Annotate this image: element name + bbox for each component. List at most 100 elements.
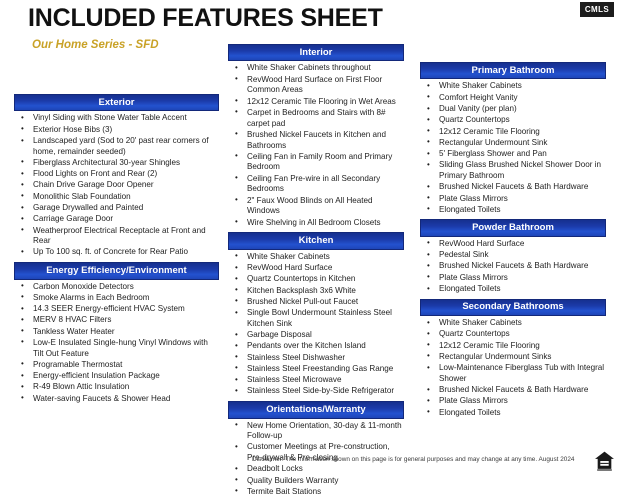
section-header-exterior: Exterior: [14, 94, 219, 112]
feature-item: Smoke Alarms in Each Bedroom: [14, 292, 219, 304]
feature-item: Customer Meetings at Pre-construction, P…: [228, 442, 404, 463]
feature-item: Weatherproof Electrical Receptacle at Fr…: [14, 225, 219, 247]
section-primary-bathroom: Primary BathroomWhite Shaker CabinetsCom…: [420, 62, 606, 215]
feature-item: Tankless Water Heater: [14, 326, 219, 338]
section-header-secondary-bathrooms: Secondary Bathrooms: [420, 298, 606, 317]
feature-item: Plate Glass Mirrors: [420, 193, 606, 205]
feature-item: Carriage Garage Door: [14, 214, 219, 225]
feature-item: RevWood Hard Surface on First Floor Comm…: [228, 74, 404, 96]
feature-item: RevWood Hard Surface: [228, 263, 404, 274]
page-title: INCLUDED FEATURES SHEET: [28, 4, 383, 32]
feature-item: Stainless Steel Side-by-Side Refrigerato…: [228, 386, 404, 397]
feature-item: Brushed Nickel Faucets & Bath Hardware: [420, 385, 606, 396]
feature-item: Energy-efficient Insulation Package: [14, 371, 219, 382]
feature-item: Exterior Hose Bibs (3): [14, 124, 219, 136]
feature-item: Low-E Insulated Single-hung Vinyl Window…: [14, 337, 219, 359]
column-mid: InteriorWhite Shaker Cabinets throughout…: [228, 44, 404, 502]
feature-item: White Shaker Cabinets throughout: [228, 63, 404, 74]
feature-item: Up To 100 sq. ft. of Concrete for Rear P…: [14, 247, 219, 258]
feature-item: Quartz Countertops: [420, 329, 606, 340]
cmls-logo: CMLS: [580, 2, 614, 17]
feature-item: Garage Drywalled and Painted: [14, 203, 219, 214]
feature-item: Stainless Steel Dishwasher: [228, 352, 404, 364]
feature-item: Vinyl Siding with Stone Water Table Acce…: [14, 113, 219, 124]
feature-item: Water-saving Faucets & Shower Head: [14, 393, 219, 405]
feature-list-secondary-bathrooms: White Shaker CabinetsQuartz Countertops1…: [420, 318, 606, 418]
feature-list-energy-efficiency-environment: Carbon Monoxide DetectorsSmoke Alarms in…: [14, 281, 219, 405]
feature-item: 14.3 SEER Energy-efficient HVAC System: [14, 304, 219, 315]
feature-item: Single Bowl Undermount Stainless Steel K…: [228, 308, 404, 329]
feature-item: Landscaped yard (Sod to 20' past rear co…: [14, 135, 219, 157]
section-interior: InteriorWhite Shaker Cabinets throughout…: [228, 44, 404, 228]
feature-item: Pedestal Sink: [420, 250, 606, 261]
feature-item: MERV 8 HVAC Filters: [14, 315, 219, 326]
feature-item: Pendants over the Kitchen Island: [228, 341, 404, 352]
feature-item: Ceiling Fan Pre-wire in all Secondary Be…: [228, 173, 404, 195]
feature-list-powder-bathroom: RevWood Hard SurfacePedestal SinkBrushed…: [420, 238, 606, 295]
feature-item: White Shaker Cabinets: [420, 81, 606, 92]
disclaimer-text: Disclaimer: The information shown on thi…: [252, 456, 575, 463]
feature-item: Stainless Steel Freestanding Gas Range: [228, 363, 404, 375]
section-secondary-bathrooms: Secondary BathroomsWhite Shaker Cabinets…: [420, 298, 606, 419]
feature-item: Quartz Countertops: [420, 115, 606, 126]
feature-item: 12x12 Ceramic Tile Flooring: [420, 340, 606, 352]
feature-item: White Shaker Cabinets: [228, 251, 404, 263]
feature-item: Elongated Toilets: [420, 204, 606, 216]
feature-item: Quartz Countertops in Kitchen: [228, 274, 404, 285]
section-exterior: ExteriorVinyl Siding with Stone Water Ta…: [14, 94, 219, 258]
feature-list-interior: White Shaker Cabinets throughoutRevWood …: [228, 63, 404, 228]
feature-item: Rectangular Undermount Sinks: [420, 351, 606, 363]
section-header-interior: Interior: [228, 44, 404, 62]
feature-item: Sliding Glass Brushed Nickel Shower Door…: [420, 160, 606, 181]
feature-item: Fiberglass Architectural 30-year Shingle…: [14, 157, 219, 169]
feature-item: Quality Builders Warranty: [228, 475, 404, 487]
feature-list-exterior: Vinyl Siding with Stone Water Table Acce…: [14, 113, 219, 258]
feature-item: RevWood Hard Surface: [420, 238, 606, 250]
feature-list-kitchen: White Shaker CabinetsRevWood Hard Surfac…: [228, 251, 404, 397]
feature-item: Brushed Nickel Faucets in Kitchen and Ba…: [228, 129, 404, 151]
feature-list-primary-bathroom: White Shaker CabinetsComfort Height Vani…: [420, 81, 606, 215]
feature-item: R-49 Blown Attic Insulation: [14, 382, 219, 393]
feature-item: Elongated Toilets: [420, 407, 606, 419]
page-footer: Disclaimer: The information shown on thi…: [0, 450, 618, 474]
section-energy-efficiency-environment: Energy Efficiency/EnvironmentCarbon Mono…: [14, 262, 219, 404]
feature-item: Kitchen Backsplash 3x6 White: [228, 285, 404, 297]
feature-item: Brushed Nickel Faucets & Bath Hardware: [420, 261, 606, 272]
section-header-kitchen: Kitchen: [228, 232, 404, 250]
feature-item: 12x12 Ceramic Tile Flooring in Wet Areas: [228, 96, 404, 108]
section-header-primary-bathroom: Primary Bathroom: [420, 62, 606, 80]
feature-item: Deadbolt Locks: [228, 464, 404, 475]
feature-item: 2" Faux Wood Blinds on All Heated Window…: [228, 195, 404, 217]
feature-item: Brushed Nickel Faucets & Bath Hardware: [420, 182, 606, 193]
feature-item: Stainless Steel Microwave: [228, 375, 404, 386]
page-subtitle: Our Home Series - SFD: [32, 39, 159, 51]
feature-item: Chain Drive Garage Door Opener: [14, 180, 219, 191]
feature-item: Wire Shelving in All Bedroom Closets: [228, 217, 404, 229]
feature-item: Carbon Monoxide Detectors: [14, 281, 219, 293]
section-header-orientations-warranty: Orientations/Warranty: [228, 401, 404, 419]
feature-item: Flood Lights on Front and Rear (2): [14, 169, 219, 180]
feature-item: 12x12 Ceramic Tile Flooring: [420, 126, 606, 138]
feature-item: Elongated Toilets: [420, 284, 606, 295]
column-left: ExteriorVinyl Siding with Stone Water Ta…: [14, 94, 219, 408]
column-right: Primary BathroomWhite Shaker CabinetsCom…: [420, 62, 606, 422]
feature-item: Comfort Height Vanity: [420, 92, 606, 104]
section-powder-bathroom: Powder BathroomRevWood Hard SurfacePedes…: [420, 219, 606, 294]
section-kitchen: KitchenWhite Shaker CabinetsRevWood Hard…: [228, 232, 404, 397]
equal-housing-opportunity-logo: [595, 451, 614, 471]
feature-item: Plate Glass Mirrors: [420, 272, 606, 284]
feature-item: New Home Orientation, 30-day & 11-month …: [228, 420, 404, 442]
section-header-energy-efficiency-environment: Energy Efficiency/Environment: [14, 262, 219, 280]
feature-item: Monolithic Slab Foundation: [14, 191, 219, 203]
section-header-powder-bathroom: Powder Bathroom: [420, 219, 606, 237]
feature-item: Brushed Nickel Pull-out Faucet: [228, 296, 404, 308]
feature-item: Termite Bait Stations: [228, 486, 404, 498]
feature-item: Rectangular Undermount Sink: [420, 137, 606, 149]
feature-item: Carpet in Bedrooms and Stairs with 8# ca…: [228, 107, 404, 129]
feature-item: Ceiling Fan in Family Room and Primary B…: [228, 151, 404, 173]
feature-item: Dual Vanity (per plan): [420, 104, 606, 115]
feature-item: Garbage Disposal: [228, 330, 404, 341]
feature-item: 5' Fiberglass Shower and Pan: [420, 149, 606, 160]
feature-item: Plate Glass Mirrors: [420, 396, 606, 407]
feature-item: Programable Thermostat: [14, 359, 219, 371]
